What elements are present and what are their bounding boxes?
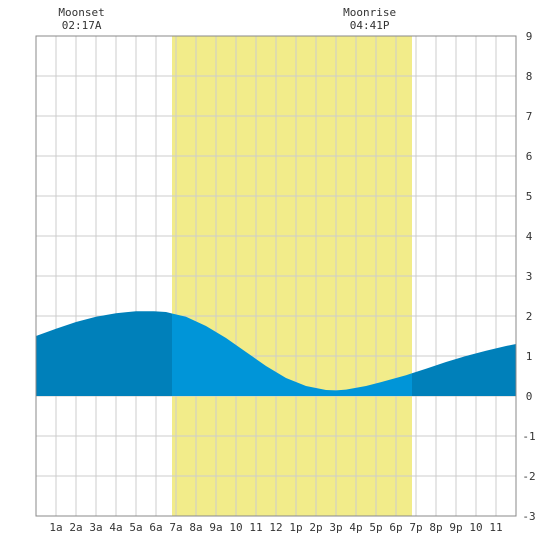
x-tick-label: 6a xyxy=(149,521,162,534)
x-tick-label: 4a xyxy=(109,521,122,534)
x-tick-label: 11 xyxy=(489,521,502,534)
x-tick-label: 9a xyxy=(209,521,222,534)
x-tick-label: 1a xyxy=(49,521,62,534)
x-tick-labels: 1a 2a 3a 4a 5a 6a 7a 8a 9a 10 11 12 1p 2p 3p 4p 5p 6p 7p 8p… xyxy=(49,521,502,534)
y-tick-label: 1 xyxy=(526,350,533,363)
x-tick-label: 4p xyxy=(349,521,362,534)
x-tick-label: 10 xyxy=(229,521,242,534)
y-tick-label: 7 xyxy=(526,110,533,123)
y-tick-label: 8 xyxy=(526,70,533,83)
x-tick-label: 5a xyxy=(129,521,142,534)
x-tick-label: 7p xyxy=(409,521,422,534)
y-tick-label: 5 xyxy=(526,190,533,203)
x-tick-label: 8p xyxy=(429,521,442,534)
x-tick-label: 1p xyxy=(289,521,302,534)
plot-frame xyxy=(35,35,517,517)
y-tick-label: 0 xyxy=(526,390,533,403)
moon-event-label: Moonset xyxy=(58,6,104,19)
grid-lines xyxy=(36,36,516,516)
x-tick-label: 12 xyxy=(269,521,282,534)
tide-area xyxy=(36,311,516,396)
y-tick-label: 4 xyxy=(526,230,533,243)
x-tick-label: 3a xyxy=(89,521,102,534)
y-tick-label: -3 xyxy=(522,510,535,523)
y-tick-label: 9 xyxy=(526,30,533,43)
x-tick-label: 2p xyxy=(309,521,322,534)
x-tick-label: 5p xyxy=(369,521,382,534)
y-tick-label: 2 xyxy=(526,310,533,323)
x-tick-label: 3p xyxy=(329,521,342,534)
x-tick-label: 2a xyxy=(69,521,82,534)
y-tick-label: 3 xyxy=(526,270,533,283)
tide-area-night xyxy=(36,311,516,396)
x-tick-label: 11 xyxy=(249,521,262,534)
moon-event-label: Moonrise xyxy=(343,6,396,19)
y-tick-label: 6 xyxy=(526,150,533,163)
x-tick-label: 8a xyxy=(189,521,202,534)
moon-event-time: 04:41P xyxy=(350,19,390,32)
x-tick-label: 10 xyxy=(469,521,482,534)
tide-area-day xyxy=(172,313,412,396)
y-tick-label: -2 xyxy=(522,470,535,483)
x-tick-label: 7a xyxy=(169,521,182,534)
x-tick-label: 9p xyxy=(449,521,462,534)
y-tick-labels: -3 -2 -1 0 1 2 3 4 5 6 7 8 9 xyxy=(522,30,535,523)
moon-event-time: 02:17A xyxy=(62,19,102,32)
x-tick-label: 6p xyxy=(389,521,402,534)
y-tick-label: -1 xyxy=(522,430,535,443)
